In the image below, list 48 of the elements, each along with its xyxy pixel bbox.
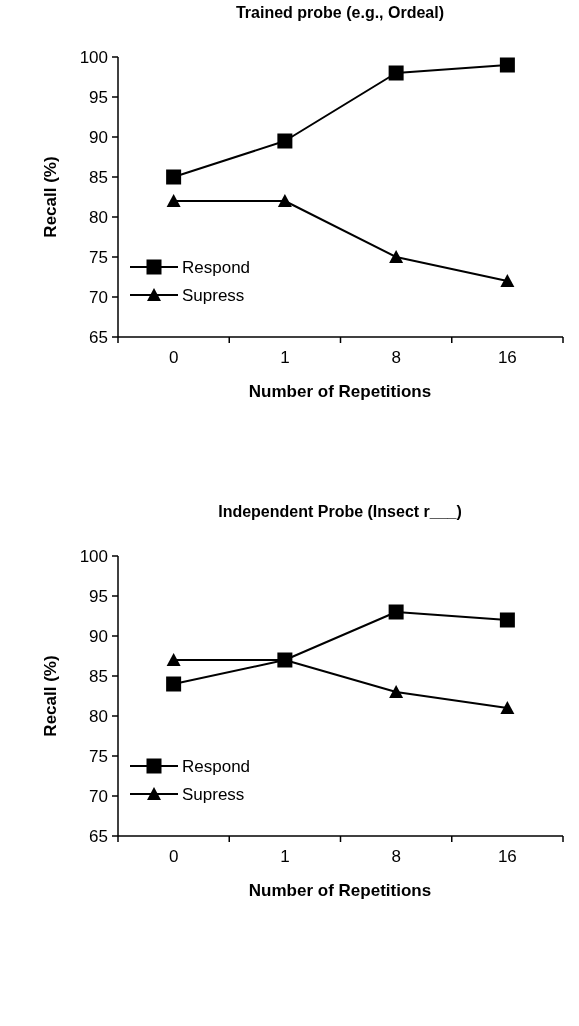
y-tick-label: 90 xyxy=(89,127,108,147)
x-tick-label: 1 xyxy=(280,348,290,367)
y-tick-label: 85 xyxy=(89,666,108,686)
x-axis-title: Number of Repetitions xyxy=(248,382,432,401)
x-tick-label: 8 xyxy=(391,348,401,367)
point xyxy=(388,604,404,620)
point xyxy=(500,274,515,287)
point xyxy=(389,250,404,263)
y-axis-title: Recall (%) xyxy=(41,655,60,737)
point xyxy=(500,701,515,714)
y-tick-label: 95 xyxy=(89,586,108,606)
y-tick-label: 100 xyxy=(79,546,108,566)
y-tick-label: 75 xyxy=(89,746,108,766)
point xyxy=(166,653,181,666)
chart-title: Trained probe (e.g., Ordeal) xyxy=(235,4,445,21)
y-tick-label: 85 xyxy=(89,167,108,187)
legend-label: Supress xyxy=(182,784,245,804)
point xyxy=(499,57,515,73)
point xyxy=(499,612,515,628)
x-axis-title: Number of Repetitions xyxy=(248,881,432,900)
x-tick-label: 8 xyxy=(391,847,401,866)
legend-label: Respond xyxy=(182,257,251,277)
x-tick-label: 0 xyxy=(168,847,179,866)
legend-label: Respond xyxy=(182,756,251,776)
y-tick-label: 70 xyxy=(89,786,108,806)
chart-title: Independent Probe (Insect r___) xyxy=(218,503,462,520)
x-tick-label: 0 xyxy=(168,348,179,367)
y-tick-label: 75 xyxy=(89,247,108,267)
legend-label: Supress xyxy=(182,285,245,305)
point xyxy=(389,685,404,698)
point xyxy=(277,133,293,149)
y-tick-label: 90 xyxy=(89,626,108,646)
x-tick-label: 1 xyxy=(280,847,290,866)
point xyxy=(166,676,182,692)
y-tick-label: 65 xyxy=(89,327,108,347)
point xyxy=(166,194,181,207)
point xyxy=(388,65,404,81)
x-tick-label: 16 xyxy=(497,847,517,866)
y-tick-label: 95 xyxy=(89,87,108,107)
y-tick-label: 80 xyxy=(89,706,108,726)
point xyxy=(166,169,182,185)
y-tick-label: 100 xyxy=(79,47,108,67)
y-tick-label: 70 xyxy=(89,287,108,307)
point xyxy=(277,194,292,207)
x-tick-label: 16 xyxy=(497,348,517,367)
y-axis-title: Recall (%) xyxy=(41,156,60,238)
y-tick-label: 65 xyxy=(89,826,108,846)
y-tick-label: 80 xyxy=(89,207,108,227)
